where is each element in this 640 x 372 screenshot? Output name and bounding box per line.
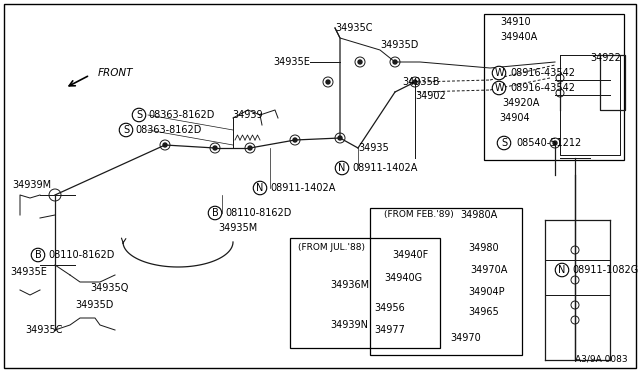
- Circle shape: [553, 141, 557, 145]
- Bar: [484, 14, 624, 160]
- Text: 34980: 34980: [468, 243, 499, 253]
- Text: 34970: 34970: [450, 333, 481, 343]
- Bar: [290, 238, 440, 348]
- Text: 34970A: 34970A: [470, 265, 508, 275]
- Text: N: N: [339, 163, 346, 173]
- Text: 34965: 34965: [468, 307, 499, 317]
- Text: N: N: [558, 265, 566, 275]
- Text: 34939N: 34939N: [330, 320, 368, 330]
- Text: S: S: [123, 125, 129, 135]
- Text: 34980A: 34980A: [460, 210, 497, 220]
- Text: W: W: [494, 68, 504, 78]
- Text: 08911-1082G: 08911-1082G: [572, 265, 638, 275]
- Circle shape: [293, 138, 297, 142]
- Text: 34935: 34935: [358, 143, 388, 153]
- Circle shape: [358, 60, 362, 64]
- Circle shape: [213, 146, 217, 150]
- Text: 08363-8162D: 08363-8162D: [148, 110, 214, 120]
- Text: (FROM FEB.'89): (FROM FEB.'89): [384, 211, 454, 219]
- Text: 08540-51212: 08540-51212: [516, 138, 581, 148]
- Text: 34935M: 34935M: [218, 223, 257, 233]
- Text: 34935B: 34935B: [402, 77, 440, 87]
- Circle shape: [248, 146, 252, 150]
- Text: 34935Q: 34935Q: [90, 283, 129, 293]
- Text: W: W: [494, 83, 504, 93]
- Text: 34935E: 34935E: [273, 57, 310, 67]
- Text: 34939: 34939: [232, 110, 262, 120]
- Circle shape: [413, 80, 417, 84]
- Text: 34904: 34904: [499, 113, 530, 123]
- Text: B: B: [35, 250, 42, 260]
- Text: 34956: 34956: [374, 303, 404, 313]
- Text: 34902: 34902: [415, 91, 445, 101]
- Text: 34920A: 34920A: [502, 98, 540, 108]
- Text: 34935D: 34935D: [75, 300, 113, 310]
- Text: B: B: [212, 208, 218, 218]
- Text: 34910: 34910: [500, 17, 531, 27]
- Text: 34940F: 34940F: [392, 250, 428, 260]
- Text: 34936M: 34936M: [330, 280, 369, 290]
- Text: 08110-8162D: 08110-8162D: [48, 250, 115, 260]
- Text: 34940A: 34940A: [500, 32, 537, 42]
- Text: 34935C: 34935C: [335, 23, 372, 33]
- Circle shape: [163, 143, 167, 147]
- Circle shape: [338, 136, 342, 140]
- Text: S: S: [501, 138, 507, 148]
- Text: 08911-1402A: 08911-1402A: [352, 163, 417, 173]
- Text: 34977: 34977: [374, 325, 405, 335]
- Text: 34940G: 34940G: [384, 273, 422, 283]
- Text: 08363-8162D: 08363-8162D: [135, 125, 202, 135]
- Text: N: N: [256, 183, 264, 193]
- Text: 08916-43542: 08916-43542: [510, 68, 575, 78]
- Text: S: S: [136, 110, 142, 120]
- Text: 34904P: 34904P: [468, 287, 504, 297]
- Text: 08911-1402A: 08911-1402A: [270, 183, 335, 193]
- Text: 34922: 34922: [590, 53, 621, 63]
- Circle shape: [326, 80, 330, 84]
- Text: 08916-43542: 08916-43542: [510, 83, 575, 93]
- Text: 34935C: 34935C: [25, 325, 63, 335]
- Text: 08110-8162D: 08110-8162D: [225, 208, 291, 218]
- Text: 34935D: 34935D: [380, 40, 419, 50]
- Text: (FROM JUL.'88): (FROM JUL.'88): [298, 244, 365, 253]
- Text: FRONT: FRONT: [98, 68, 134, 78]
- Circle shape: [393, 60, 397, 64]
- Text: 34935E: 34935E: [10, 267, 47, 277]
- Text: A3/9A 0083: A3/9A 0083: [575, 355, 628, 364]
- Bar: [370, 208, 522, 355]
- Text: 34939M: 34939M: [12, 180, 51, 190]
